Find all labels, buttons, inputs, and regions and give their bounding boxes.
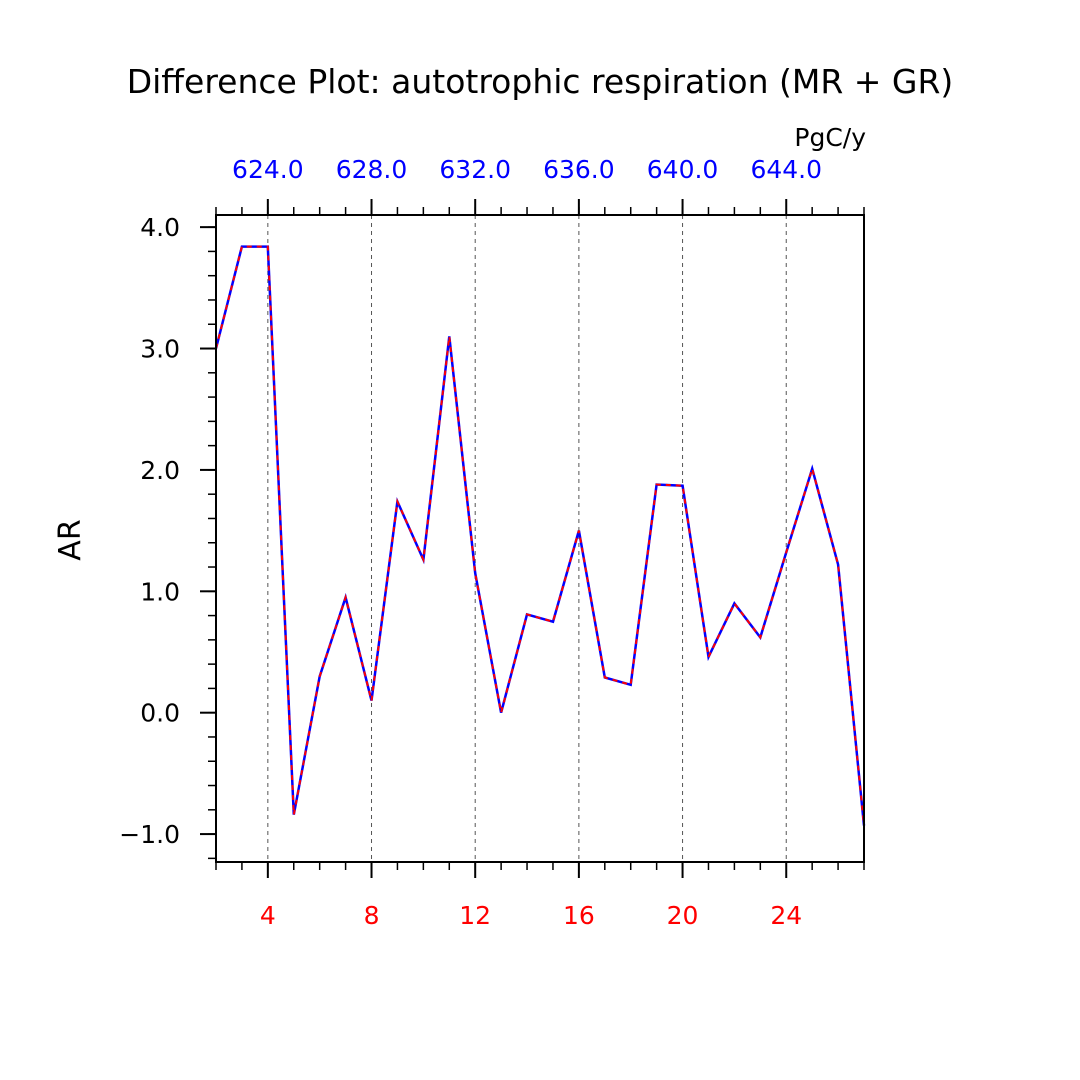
- series-layer: [214, 245, 866, 826]
- x-tick-label: 12: [459, 901, 491, 930]
- x-tick-label: 4: [260, 901, 276, 930]
- y-tick-label: 1.0: [140, 577, 180, 606]
- grid-lines: [267, 215, 787, 862]
- x-tick-label: 16: [563, 901, 595, 930]
- x-tick-label: 20: [667, 901, 699, 930]
- series-line-1: [214, 245, 866, 826]
- series-line-2: [215, 245, 865, 826]
- top-tick-label: 644.0: [750, 155, 822, 184]
- top-tick-label: 624.0: [232, 155, 304, 184]
- x-tick-label: 8: [364, 901, 380, 930]
- y-tick-label: 4.0: [140, 213, 180, 242]
- tick-labels: 4 8 12 16 20 24 624.0 628.0 632.0 636.0 640.0 644.0…: [119, 155, 822, 930]
- y-tick-label: 0.0: [140, 699, 180, 728]
- x-tick-label: 24: [770, 901, 802, 930]
- y-tick-label: −1.0: [119, 820, 180, 849]
- y-tick-label: 2.0: [140, 456, 180, 485]
- top-tick-label: 640.0: [647, 155, 719, 184]
- y-axis-label: AR: [53, 519, 88, 560]
- plot-frame: [215, 214, 865, 863]
- top-tick-label: 628.0: [336, 155, 408, 184]
- units-label: PgC/y: [794, 123, 866, 152]
- top-tick-label: 636.0: [543, 155, 615, 184]
- axis-ticks: [200, 199, 865, 878]
- chart-title: Difference Plot: autotrophic respiration…: [127, 62, 954, 101]
- y-tick-label: 3.0: [140, 335, 180, 364]
- top-tick-label: 632.0: [439, 155, 511, 184]
